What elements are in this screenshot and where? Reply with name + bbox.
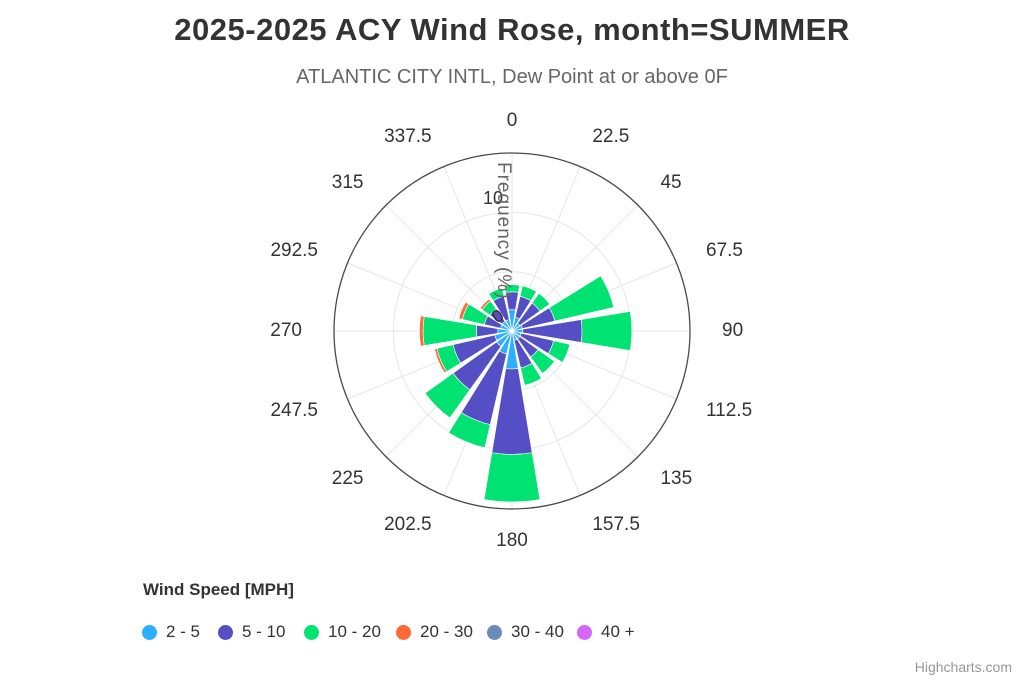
direction-label-112.5: 112.5 — [706, 400, 753, 422]
chart-subtitle: ATLANTIC CITY INTL, Dew Point at or abov… — [296, 66, 728, 88]
wedge-315-20-30[interactable] — [479, 298, 492, 311]
wedge-0-10-20[interactable] — [504, 284, 520, 293]
wedge-337.5-10-20[interactable] — [488, 287, 505, 302]
legend-item-label: 30 - 40 — [511, 622, 564, 641]
wedge-180-10-20[interactable] — [483, 452, 541, 503]
legend-item-10-20[interactable]: 10 - 20 — [304, 622, 381, 642]
highcharts-credit[interactable]: Highcharts.com — [914, 659, 1012, 675]
direction-label-247.5: 247.5 — [270, 400, 318, 422]
legend-item-20-30[interactable]: 20 - 30 — [396, 622, 473, 642]
direction-label-180: 180 — [496, 530, 528, 551]
legend-swatch-icon — [396, 624, 411, 640]
outer-ring — [333, 152, 691, 510]
direction-label-22.5: 22.5 — [592, 125, 630, 147]
radial-axis-title: Frequency (%) — [493, 162, 514, 300]
wedge-247.5-20-30[interactable] — [434, 348, 447, 374]
legend-item-2-5[interactable]: 2 - 5 — [142, 622, 200, 642]
direction-label-90: 90 — [722, 320, 744, 341]
wedge-202.5-10-20[interactable] — [448, 412, 491, 449]
legend-item-5-10[interactable]: 5 - 10 — [218, 622, 285, 642]
direction-label-45: 45 — [660, 171, 682, 193]
wedge-292.5-20-30[interactable] — [458, 301, 470, 320]
legend-item-label: 20 - 30 — [420, 622, 473, 641]
legend-item-label: 10 - 20 — [328, 622, 381, 641]
wedge-67.5-10-20[interactable] — [548, 275, 615, 322]
legend: Wind Speed [MPH] 2 - 5 5 - 10 10 - 20 20 - … — [142, 578, 902, 650]
legend-item-label: 40 + — [601, 622, 635, 641]
direction-label-67.5: 67.5 — [706, 239, 743, 261]
wedge-135-10-20[interactable] — [530, 349, 555, 374]
legend-item-40+[interactable]: 40 + — [577, 622, 635, 642]
legend-swatch-icon — [304, 624, 319, 640]
direction-label-225: 225 — [331, 468, 364, 490]
direction-label-337.5: 337.5 — [384, 125, 432, 147]
wedge-22.5-10-20[interactable] — [519, 285, 537, 302]
radial-tick-10: 10 — [483, 188, 504, 208]
direction-label-292.5: 292.5 — [270, 239, 318, 261]
direction-label-202.5: 202.5 — [384, 514, 432, 535]
direction-label-315: 315 — [331, 171, 364, 193]
wedge-112.5-10-20[interactable] — [547, 340, 571, 363]
legend-item-30-40[interactable]: 30 - 40 — [487, 622, 564, 642]
direction-label-0: 0 — [506, 110, 518, 131]
legend-swatch-icon — [142, 624, 157, 640]
legend-title: Wind Speed [MPH] — [143, 580, 294, 599]
legend-swatch-icon — [577, 624, 592, 640]
wedge-270-20-30[interactable] — [419, 315, 425, 347]
direction-label-270: 270 — [270, 320, 302, 341]
direction-label-135: 135 — [660, 468, 693, 490]
wedge-157.5-10-20[interactable] — [520, 362, 542, 386]
wedge-225-10-20[interactable] — [424, 372, 471, 419]
wedge-45-10-20[interactable] — [531, 292, 551, 312]
legend-item-label: 5 - 10 — [242, 622, 286, 641]
legend-swatch-icon — [218, 624, 233, 640]
wedge-90-10-20[interactable] — [580, 311, 633, 351]
chart-title: 2025-2025 ACY Wind Rose, month=SUMMER — [174, 12, 850, 47]
direction-label-157.5: 157.5 — [592, 514, 640, 535]
legend-swatch-icon — [487, 624, 502, 640]
legend-item-label: 2 - 5 — [166, 622, 201, 641]
